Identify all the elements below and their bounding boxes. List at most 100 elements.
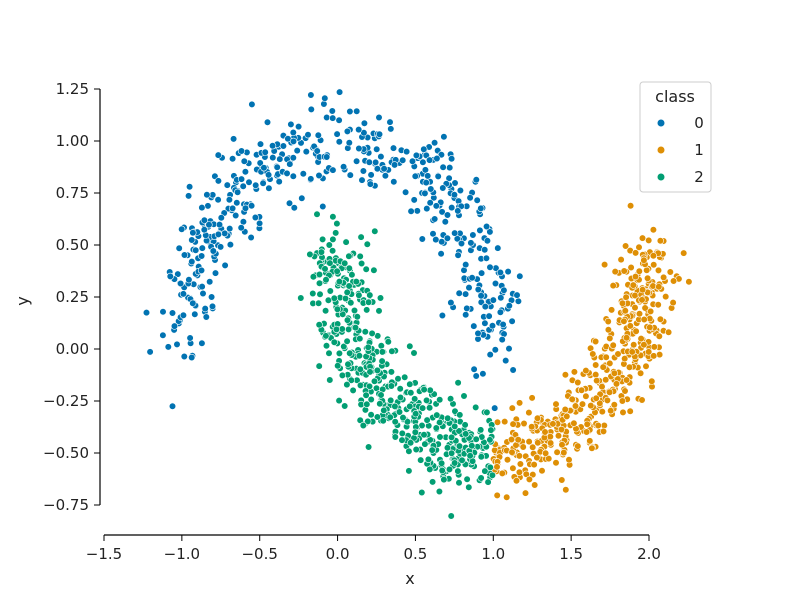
x-tick-label: 1.5 bbox=[559, 545, 583, 563]
data-point-class-2 bbox=[426, 465, 434, 474]
data-point-class-0 bbox=[498, 336, 506, 344]
data-point-class-1 bbox=[525, 475, 534, 484]
y-tick-label: 0.50 bbox=[56, 236, 89, 254]
data-point-class-0 bbox=[159, 331, 167, 339]
data-point-class-0 bbox=[431, 139, 439, 147]
data-point-class-2 bbox=[463, 475, 471, 483]
data-point-class-2 bbox=[367, 411, 375, 419]
data-point-class-0 bbox=[355, 126, 363, 134]
data-point-class-2 bbox=[345, 282, 353, 290]
data-point-class-0 bbox=[260, 164, 268, 172]
points-layer bbox=[142, 88, 693, 520]
data-point-class-0 bbox=[343, 127, 352, 135]
data-point-class-0 bbox=[438, 311, 447, 320]
data-point-class-2 bbox=[322, 342, 331, 350]
data-point-class-2 bbox=[423, 396, 431, 405]
data-point-class-1 bbox=[534, 439, 542, 447]
data-point-class-1 bbox=[596, 399, 604, 407]
data-point-class-0 bbox=[256, 140, 265, 148]
data-point-class-1 bbox=[606, 334, 614, 343]
data-point-class-0 bbox=[241, 204, 250, 212]
data-point-class-2 bbox=[472, 435, 480, 443]
data-point-class-0 bbox=[208, 302, 217, 311]
data-point-class-0 bbox=[265, 184, 273, 192]
data-point-class-1 bbox=[592, 394, 600, 402]
data-point-class-0 bbox=[380, 165, 388, 173]
data-point-class-0 bbox=[389, 144, 398, 152]
data-point-class-0 bbox=[482, 254, 491, 262]
data-point-class-1 bbox=[637, 335, 645, 343]
data-point-class-2 bbox=[483, 408, 491, 417]
data-point-class-0 bbox=[304, 131, 312, 139]
data-point-class-1 bbox=[549, 420, 557, 428]
data-point-class-2 bbox=[448, 449, 456, 457]
data-point-class-0 bbox=[509, 366, 517, 374]
legend-title: class bbox=[655, 87, 695, 106]
data-point-class-1 bbox=[626, 202, 635, 210]
data-point-class-0 bbox=[432, 202, 440, 210]
y-tick-label: 0.00 bbox=[56, 340, 89, 358]
data-point-class-0 bbox=[427, 185, 435, 193]
data-point-class-2 bbox=[447, 395, 455, 403]
y-tick-label: −0.25 bbox=[43, 392, 89, 410]
data-point-class-2 bbox=[356, 335, 364, 343]
data-point-class-2 bbox=[353, 313, 361, 321]
x-tick-label: −1.5 bbox=[86, 545, 122, 563]
data-point-class-0 bbox=[457, 239, 466, 248]
data-point-class-1 bbox=[629, 281, 637, 289]
data-point-class-1 bbox=[620, 317, 628, 325]
data-point-class-1 bbox=[514, 436, 522, 444]
data-point-class-2 bbox=[391, 402, 399, 411]
data-point-class-1 bbox=[650, 352, 658, 360]
data-point-class-2 bbox=[319, 235, 327, 243]
data-point-class-0 bbox=[353, 157, 361, 165]
data-point-class-1 bbox=[646, 323, 654, 332]
data-point-class-2 bbox=[343, 337, 351, 345]
legend-items: 0 1 2 bbox=[656, 114, 704, 186]
legend-marker-class-1 bbox=[656, 145, 666, 155]
data-point-class-0 bbox=[180, 251, 189, 259]
data-point-class-2 bbox=[365, 443, 373, 451]
data-point-class-2 bbox=[460, 392, 468, 400]
data-point-class-0 bbox=[454, 251, 462, 259]
data-point-class-1 bbox=[635, 310, 644, 318]
data-point-class-0 bbox=[289, 154, 297, 162]
data-point-class-2 bbox=[451, 422, 459, 431]
data-point-class-2 bbox=[451, 407, 459, 415]
data-point-class-0 bbox=[483, 222, 491, 231]
data-point-class-2 bbox=[399, 414, 407, 422]
data-point-class-2 bbox=[477, 426, 485, 434]
data-point-class-1 bbox=[570, 368, 579, 376]
data-point-class-1 bbox=[529, 443, 537, 451]
data-point-class-2 bbox=[341, 259, 349, 267]
data-point-class-2 bbox=[322, 307, 330, 315]
data-point-class-2 bbox=[444, 414, 452, 422]
data-point-class-0 bbox=[293, 147, 301, 155]
data-point-class-2 bbox=[315, 321, 323, 329]
data-point-class-2 bbox=[403, 418, 412, 426]
data-point-class-1 bbox=[614, 350, 622, 358]
data-point-class-0 bbox=[476, 226, 484, 234]
data-point-class-2 bbox=[436, 433, 444, 441]
y-tick-label: −0.50 bbox=[43, 444, 89, 462]
data-point-class-2 bbox=[375, 307, 383, 315]
data-point-class-2 bbox=[443, 444, 452, 452]
data-point-class-0 bbox=[188, 353, 196, 362]
data-point-class-0 bbox=[497, 294, 505, 302]
data-point-class-1 bbox=[586, 437, 594, 445]
data-point-class-1 bbox=[636, 369, 645, 377]
data-point-class-2 bbox=[426, 404, 434, 412]
data-point-class-0 bbox=[230, 135, 238, 143]
data-point-class-1 bbox=[643, 274, 652, 282]
data-point-class-1 bbox=[583, 420, 591, 428]
data-point-class-2 bbox=[335, 349, 344, 358]
data-point-class-0 bbox=[516, 272, 524, 280]
data-point-class-0 bbox=[481, 303, 489, 311]
data-point-class-1 bbox=[582, 367, 590, 375]
data-point-class-0 bbox=[203, 191, 211, 199]
data-point-class-0 bbox=[226, 241, 234, 249]
data-point-class-2 bbox=[313, 210, 321, 218]
data-point-class-0 bbox=[314, 131, 322, 139]
data-point-class-2 bbox=[426, 386, 434, 394]
data-point-class-2 bbox=[438, 459, 446, 467]
